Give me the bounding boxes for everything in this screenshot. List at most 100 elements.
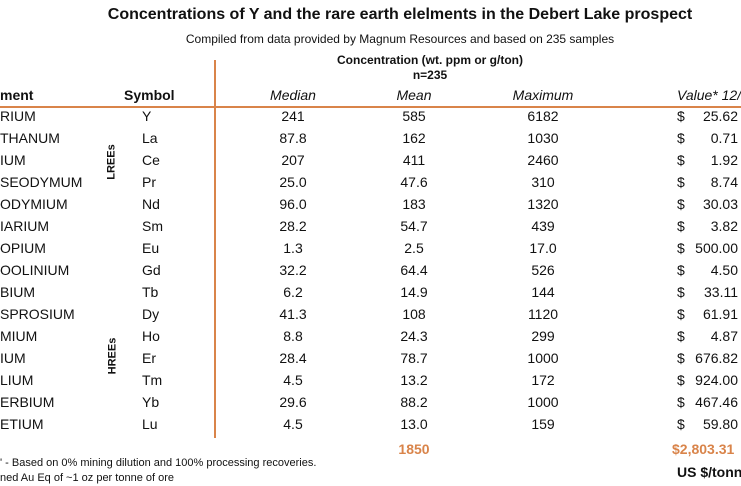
element-name: MIUM [0,328,38,344]
header-divider [0,106,741,108]
element-name: ERBIUM [0,394,55,410]
currency-symbol: $ [677,328,685,344]
table-row: RIUM Y 241 585 6182 $25.62 [0,106,741,128]
element-symbol: Pr [142,174,156,190]
currency-symbol: $ [677,262,685,278]
table-row: ODYMIUM Nd 96.0 183 1320 $30.03 [0,194,741,216]
median-value: 32.2 [279,262,307,278]
element-symbol: Tm [142,372,163,388]
median-value: 96.0 [279,196,307,212]
mean-value: 54.7 [400,218,428,234]
element-name: IARIUM [0,218,49,234]
header-symbol: Symbol [124,87,175,103]
median-value: 6.2 [283,284,303,300]
median-value: 1.3 [283,240,303,256]
table-row: ERBIUM Yb 29.6 88.2 1000 $467.46 [0,392,741,414]
element-name: IUM [0,152,26,168]
currency-symbol: $ [677,130,685,146]
median-value: 241 [281,108,305,124]
table-row: OPIUM Eu 1.3 2.5 17.0 $500.00 [0,238,741,260]
price-value: 33.11 [704,284,738,300]
mean-value: 13.2 [400,372,428,388]
mean-value: 162 [402,130,426,146]
table-title: Concentrations of Y and the rare earth e… [107,6,693,23]
median-value: 207 [281,152,305,168]
maximum-value: 310 [531,174,555,190]
currency-symbol: $ [677,240,685,256]
mean-value: 2.5 [404,240,424,256]
maximum-value: 439 [531,218,555,234]
currency-symbol: $ [677,196,685,212]
maximum-value: 1030 [527,130,559,146]
maximum-value: 6182 [527,108,559,124]
median-value: 25.0 [279,174,307,190]
currency-symbol: $ [677,284,685,300]
maximum-value: 144 [531,284,555,300]
element-symbol: Dy [142,306,160,322]
element-name: ODYMIUM [0,196,68,212]
mean-value: 585 [402,108,426,124]
price-value: 0.71 [710,130,738,146]
median-value: 28.4 [279,350,307,366]
mean-value: 24.3 [400,328,428,344]
price-value: 1.92 [710,152,738,168]
mean-value: 64.4 [400,262,428,278]
maximum-value: 299 [531,328,555,344]
price-value: 676.82 [695,350,738,366]
table-row: IUM Ce 207 411 2460 $1.92 [0,150,741,172]
value-unit: US $/tonn [677,464,741,480]
mean-value: 183 [402,196,426,212]
maximum-value: 172 [531,372,555,388]
maximum-value: 17.0 [529,240,557,256]
currency-symbol: $ [677,108,685,124]
table-subtitle: Compiled from data provided by Magnum Re… [185,32,615,46]
header-element: ment [0,87,34,103]
mean-value: 13.0 [400,416,428,432]
maximum-value: 526 [531,262,555,278]
price-value: 467.46 [695,394,738,410]
concentration-header: Concentration (wt. ppm or g/ton) [337,53,523,67]
price-value: 3.82 [710,218,738,234]
element-name: ETIUM [0,416,44,432]
header-value: Value* 12/ [677,87,741,103]
mean-value: 78.7 [400,350,428,366]
currency-symbol: $ [677,372,685,388]
table-row: THANUM La 87.8 162 1030 $0.71 [0,128,741,150]
currency-symbol: $ [677,174,685,190]
header-maximum: Maximum [512,87,574,103]
currency-symbol: $ [677,306,685,322]
median-value: 41.3 [279,306,307,322]
price-value: 924.00 [695,372,738,388]
price-value: 500.00 [695,240,738,256]
maximum-value: 2460 [527,152,559,168]
element-symbol: Eu [142,240,160,256]
currency-symbol: $ [677,350,685,366]
maximum-value: 159 [531,416,555,432]
median-value: 87.8 [279,130,307,146]
element-symbol: Nd [142,196,160,212]
element-symbol: La [142,130,158,146]
table-row: IUM Er 28.4 78.7 1000 $676.82 [0,348,741,370]
element-symbol: Yb [142,394,160,410]
currency-symbol: $ [677,416,685,432]
currency-symbol: $ [677,394,685,410]
element-name: SEODYMUM [0,174,83,190]
maximum-value: 1000 [527,350,559,366]
header-mean: Mean [396,87,432,103]
median-value: 29.6 [279,394,307,410]
price-value: 30.03 [702,196,738,212]
total-value: $2,803.31 [672,441,735,457]
table-row: IARIUM Sm 28.2 54.7 439 $3.82 [0,216,741,238]
table-row: SPROSIUM Dy 41.3 108 1120 $61.91 [0,304,741,326]
price-value: 4.87 [710,328,738,344]
element-name: IUM [0,350,26,366]
element-name: THANUM [0,130,60,146]
mean-value: 88.2 [400,394,428,410]
table-row: ETIUM Lu 4.5 13.0 159 $59.80 [0,414,741,436]
median-value: 28.2 [279,218,307,234]
price-value: 59.80 [702,416,738,432]
maximum-value: 1000 [527,394,559,410]
element-name: OPIUM [0,240,46,256]
maximum-value: 1320 [527,196,559,212]
median-value: 8.8 [283,328,303,344]
